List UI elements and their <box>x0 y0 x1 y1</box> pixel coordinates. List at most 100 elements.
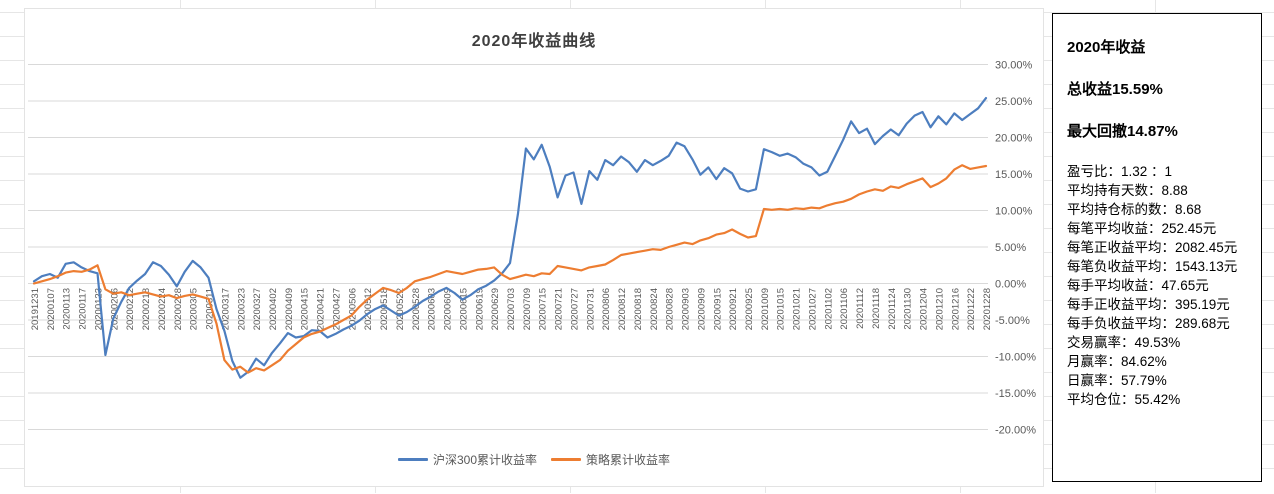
y-axis-tick-label: -5.00% <box>995 315 1030 327</box>
x-axis-tick-label: 20201106 <box>839 288 850 330</box>
x-axis-tick-label: 20200224 <box>157 288 168 330</box>
x-axis-tick-label: 20201027 <box>807 288 818 330</box>
panel-stat-line: 日赢率：57.79% <box>1067 373 1167 388</box>
x-axis-tick-label: 20200629 <box>490 288 501 330</box>
x-axis-tick-label: 20201228 <box>982 288 993 330</box>
x-axis-tick-label: 20200421 <box>316 288 327 330</box>
x-axis-tick-label: 20200512 <box>363 288 374 330</box>
y-axis-tick-label: -10.00% <box>995 352 1036 364</box>
x-axis-tick-label: 20201102 <box>823 288 834 330</box>
x-axis-tick-label: 20200806 <box>601 288 612 330</box>
panel-stat-line: 每手正收益平均：395.19元 <box>1067 297 1230 312</box>
x-axis-tick-label: 20200522 <box>395 288 406 330</box>
x-axis-tick-label: 20201216 <box>950 288 961 330</box>
y-axis-tick-label: 10.00% <box>995 206 1033 218</box>
x-axis-tick-label: 20200828 <box>665 288 676 330</box>
x-axis-tick-label: 20200327 <box>252 288 263 330</box>
x-axis-tick-label: 20200415 <box>300 288 311 330</box>
stats-panel-summary: 总收益15.59% 最大回撤14.87% <box>1067 78 1251 141</box>
series-line-csi300 <box>32 96 988 379</box>
panel-stat-line: 每笔平均收益：252.45元 <box>1067 221 1217 236</box>
x-axis-tick-label: 20200615 <box>458 288 469 330</box>
x-axis-tick-label: 20200212 <box>125 288 136 330</box>
x-axis-tick-label: 20200528 <box>411 288 422 330</box>
x-axis-tick-label: 20191231 <box>30 288 41 330</box>
x-axis-tick-label: 20201124 <box>887 288 898 330</box>
panel-stat-line: 平均仓位：55.42% <box>1067 392 1181 407</box>
panel-summary-line: 总收益15.59% <box>1067 81 1163 98</box>
legend-item-csi300[interactable]: 沪深300累计收益率 <box>397 451 537 468</box>
x-axis-tick-label: 20200619 <box>474 288 485 330</box>
x-axis-tick-label: 20200123 <box>93 288 104 330</box>
x-axis-tick-label: 20200709 <box>522 288 533 330</box>
panel-stat-line: 平均持仓标的数：8.68 <box>1067 202 1202 217</box>
x-axis-tick-label: 20200506 <box>347 288 358 330</box>
x-axis-tick-label: 20201009 <box>760 288 771 330</box>
x-axis-tick-label: 20200323 <box>236 288 247 330</box>
y-axis-tick-label: -20.00% <box>995 425 1036 437</box>
csi300-line-swatch-icon <box>397 458 428 461</box>
y-axis-tick-label: -15.00% <box>995 388 1036 400</box>
x-axis-tick-label: 20200921 <box>728 288 739 330</box>
x-axis-tick-label: 20200218 <box>141 288 152 330</box>
x-axis-tick-label: 20200909 <box>696 288 707 330</box>
panel-stat-line: 每手负收益平均：289.68元 <box>1067 316 1230 331</box>
x-axis-tick-label: 20200731 <box>585 288 596 330</box>
x-axis-tick-label: 20200518 <box>379 288 390 330</box>
x-axis-tick-label: 20200721 <box>554 288 565 330</box>
x-axis-tick-label: 20200206 <box>109 288 120 330</box>
x-axis-tick-label: 20200915 <box>712 288 723 330</box>
x-axis-tick-label: 20200228 <box>173 288 184 330</box>
x-axis-tick-label: 20201130 <box>903 288 914 330</box>
panel-stat-line: 交易赢率：49.53% <box>1067 335 1181 350</box>
chart-canvas[interactable]: 30.00% 25.00% 20.00% 15.00% 10.00% 5.00% 0.00%… <box>24 8 1044 487</box>
x-axis-tick-label: 20200925 <box>744 288 755 330</box>
panel-summary-line: 最大回撤14.87% <box>1067 123 1178 140</box>
y-axis-tick-label: 30.00% <box>995 60 1033 72</box>
x-axis-tick-label: 20200715 <box>538 288 549 330</box>
x-axis-tick-label: 20201112 <box>855 288 866 329</box>
x-axis-tick-label: 20201204 <box>919 288 930 330</box>
panel-stat-line: 每手平均收益：47.65元 <box>1067 278 1209 293</box>
x-axis-tick-label: 20201210 <box>934 288 945 330</box>
x-axis-tick-label: 20200117 <box>78 288 89 330</box>
x-axis-tick-label: 20200305 <box>189 288 200 330</box>
x-axis-tick-label: 20200402 <box>268 288 279 330</box>
x-axis-tick-label: 20200824 <box>649 288 660 330</box>
x-axis-tick-label: 20200427 <box>331 288 342 330</box>
x-axis-tick-label: 20200409 <box>284 288 295 330</box>
x-axis-tick-label: 20200113 <box>62 288 73 330</box>
x-axis-tick-label: 20201015 <box>776 288 787 330</box>
legend-label-csi300: 沪深300累计收益率 <box>432 453 537 467</box>
panel-stat-line: 平均持有天数：8.88 <box>1067 183 1188 198</box>
x-axis-tick-label: 20200609 <box>443 288 454 330</box>
legend-item-strategy[interactable]: 策略累计收益率 <box>551 451 670 468</box>
x-axis-tick-label: 20200818 <box>633 288 644 330</box>
legend-label-strategy: 策略累计收益率 <box>586 453 671 467</box>
y-axis-tick-label: 25.00% <box>995 96 1033 108</box>
stats-panel-heading: 2020年收益 <box>1067 39 1146 56</box>
x-axis-tick-label: 20200311 <box>205 288 216 330</box>
panel-stat-line: 每笔正收益平均：2082.45元 <box>1067 240 1238 255</box>
y-axis-tick-label: 15.00% <box>995 169 1033 181</box>
x-axis-tick-label: 20201021 <box>792 288 803 330</box>
chart-legend: 沪深300累计收益率 策略累计收益率 <box>25 451 1043 468</box>
y-axis-tick-label: 0.00% <box>995 279 1026 291</box>
x-axis-tick-label: 20200727 <box>569 288 580 330</box>
stats-panel[interactable]: 2020年收益 总收益15.59% 最大回撤14.87% 盈亏比：1.32 ：1 平… <box>1052 13 1262 482</box>
chart-title: 2020年收益曲线 <box>471 33 597 50</box>
x-axis-tick-label: 20200703 <box>506 288 517 330</box>
strategy-line-swatch-icon <box>551 458 581 461</box>
stats-panel-lines: 盈亏比：1.32 ：1 平均持有天数：8.88 平均持仓标的数：8.68 每笔平均收益… <box>1067 162 1251 409</box>
x-axis-tick-label: 20200317 <box>220 288 231 330</box>
x-axis-tick-label: 20200107 <box>46 288 57 330</box>
x-axis-tick-label: 20201118 <box>871 288 882 329</box>
x-axis-tick-label: 20200603 <box>427 288 438 330</box>
panel-stat-line: 每笔负收益平均：1543.13元 <box>1067 259 1238 274</box>
x-axis-tick-label: 20200812 <box>617 288 628 330</box>
panel-stat-line: 盈亏比：1.32 ：1 <box>1067 164 1173 179</box>
x-axis-tick-label: 20200903 <box>681 288 692 330</box>
x-axis-tick-label: 20201222 <box>966 288 977 330</box>
panel-stat-line: 月赢率：84.62% <box>1067 354 1167 369</box>
